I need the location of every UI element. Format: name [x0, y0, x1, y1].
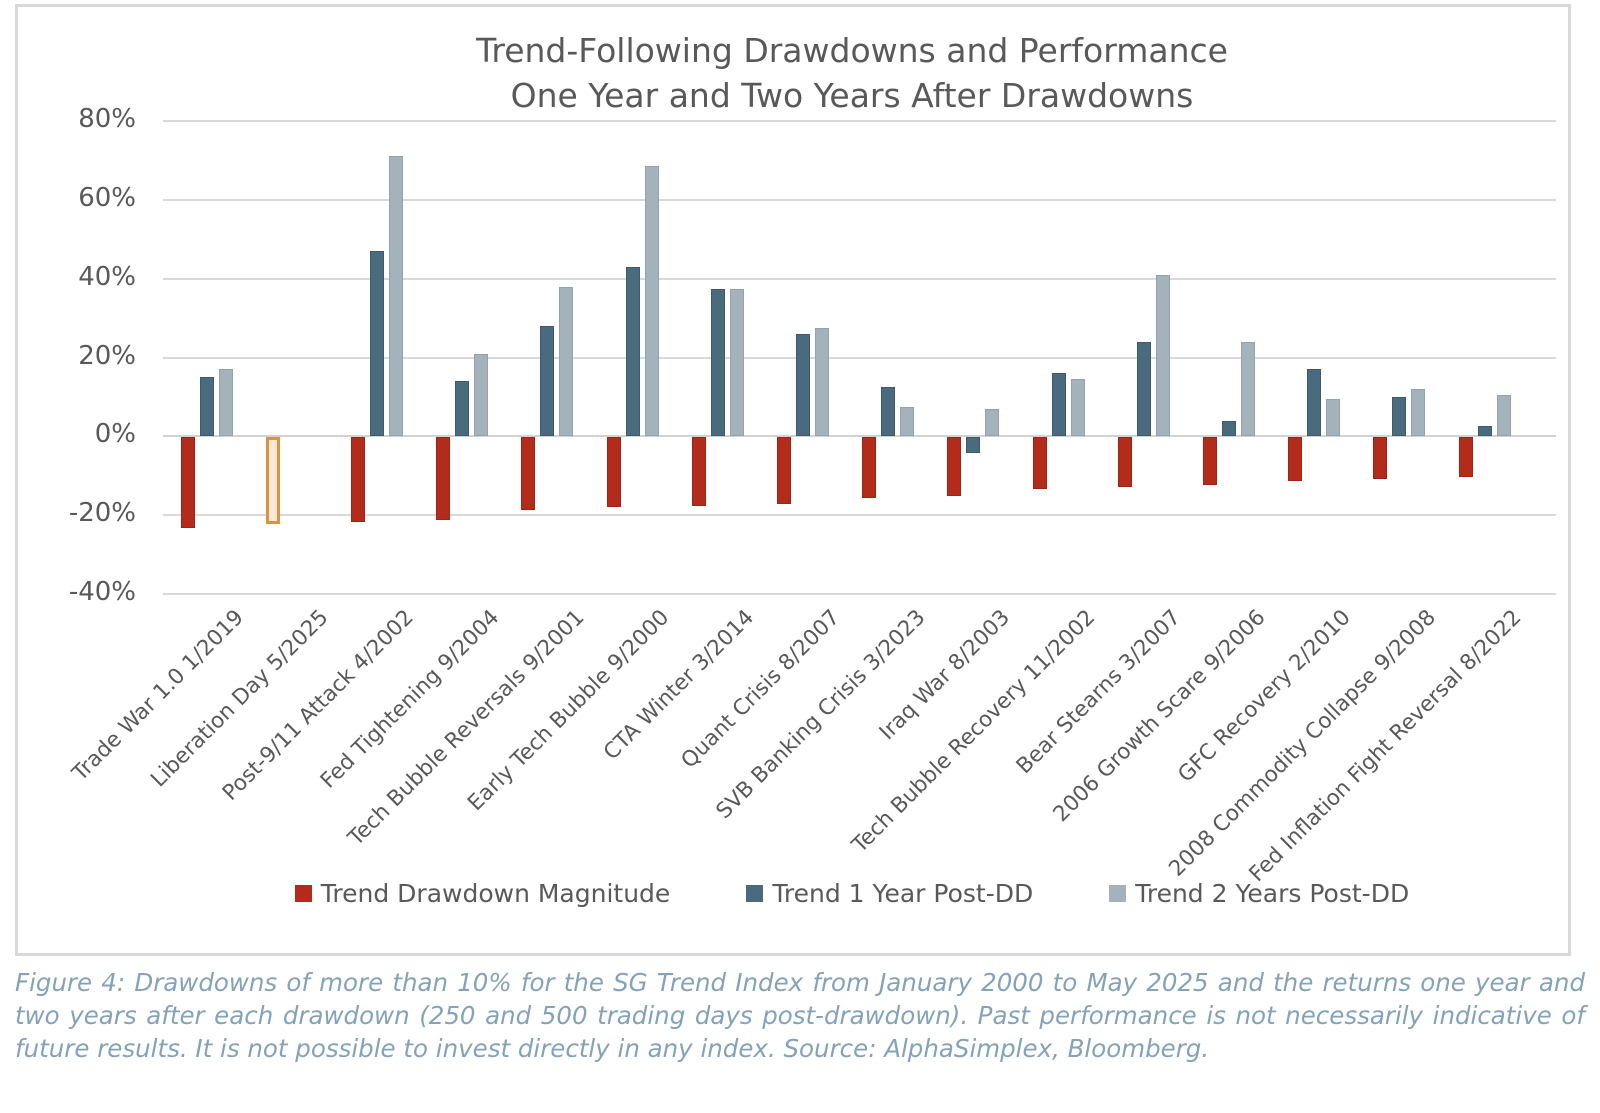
bar-drawdown: [1117, 437, 1132, 487]
legend-label-two_years: Trend 2 Years Post-DD: [1135, 879, 1410, 908]
bar-one-year: [455, 381, 470, 437]
legend: Trend Drawdown Magnitude Trend 1 Year Pos…: [148, 879, 1556, 908]
chart: Trend-Following Drawdowns and Performanc…: [15, 4, 1571, 956]
bar-drawdown: [691, 437, 706, 507]
bar-one-year: [966, 437, 981, 454]
plot-area: [148, 120, 1556, 595]
bar-one-year: [796, 333, 810, 437]
chart-title: Trend-Following Drawdowns and Performanc…: [148, 29, 1556, 118]
bar-two-years: [815, 327, 829, 437]
legend-swatch-two_years: [1109, 885, 1127, 902]
bar-two-years: [900, 406, 915, 437]
legend-item-drawdown: Trend Drawdown Magnitude: [294, 879, 671, 908]
bar-drawdown: [180, 437, 195, 528]
legend-swatch-one_year: [746, 885, 764, 902]
bar-two-years: [1155, 274, 1170, 437]
bar-one-year: [1222, 420, 1236, 437]
gridline: [163, 356, 1556, 359]
bar-one-year: [1136, 341, 1151, 437]
bar-drawdown: [351, 437, 365, 523]
bar-drawdown: [777, 437, 791, 505]
bar-one-year: [1051, 373, 1066, 437]
figure-caption: Figure 4: Drawdowns of more than 10% for…: [15, 968, 1585, 1064]
bar-drawdown: [1032, 437, 1047, 489]
bar-one-year: [540, 325, 555, 437]
bar-two-years: [644, 166, 659, 437]
gridline: [163, 198, 1556, 201]
y-axis-label: 80%: [78, 104, 136, 134]
chart-title-line2: One Year and Two Years After Drawdowns: [510, 75, 1194, 115]
legend-item-two_years: Trend 2 Years Post-DD: [1109, 879, 1409, 908]
bar-one-year: [881, 387, 896, 437]
gridline: [163, 593, 1556, 595]
bar-one-year: [199, 377, 214, 437]
bar-drawdown: [521, 437, 536, 511]
bar-one-year: [1477, 426, 1492, 437]
zero-gridline: [163, 435, 1556, 438]
y-axis: 80% 60% 40% 20% 0% -20% -40%: [18, 104, 146, 607]
bar-two-years: [1326, 398, 1341, 437]
x-axis-label: Bear Stearns 3/2007: [1011, 605, 1186, 780]
bar-two-years: [559, 286, 574, 437]
bar-drawdown: [1458, 437, 1473, 477]
legend-swatch-drawdown: [294, 885, 312, 902]
bar-two-years: [1411, 389, 1426, 437]
gridline: [163, 277, 1556, 280]
bar-drawdown: [1288, 437, 1303, 481]
legend-item-one_year: Trend 1 Year Post-DD: [746, 879, 1033, 908]
bar-two-years: [218, 369, 233, 437]
bar-drawdown: [1373, 437, 1388, 479]
x-axis-label: Quant Crisis 8/2007: [676, 605, 845, 774]
x-axis-label: CTA Winter 3/2014: [599, 605, 760, 766]
bar-one-year: [625, 266, 640, 437]
y-axis-label: 60%: [78, 182, 136, 213]
bar-one-year: [1307, 369, 1322, 437]
y-axis-label: -20%: [68, 498, 136, 529]
y-axis-label: -40%: [68, 577, 136, 607]
y-axis-label: 40%: [78, 261, 136, 292]
bar-two-years: [985, 408, 1000, 437]
bar-drawdown: [606, 437, 621, 508]
x-axis-label: GFC Recovery 2/2010: [1173, 605, 1356, 788]
chart-title-line1: Trend-Following Drawdowns and Performanc…: [476, 31, 1228, 70]
bar-two-years: [1241, 341, 1255, 437]
gridline: [163, 120, 1556, 122]
bar-drawdown-outlined: [265, 437, 280, 525]
bar-one-year: [370, 251, 384, 437]
gridline: [163, 514, 1556, 517]
bar-drawdown: [947, 437, 962, 497]
x-axis: Trade War 1.0 1/2019 Liberation Day 5/202…: [67, 605, 1556, 887]
bar-two-years: [474, 353, 489, 437]
bar-drawdown: [862, 437, 877, 499]
bar-two-years: [1070, 379, 1085, 437]
x-axis-label: Trade War 1.0 1/2019: [67, 605, 249, 787]
bar-two-years: [389, 156, 403, 437]
bar-two-years: [1496, 394, 1511, 437]
bar-drawdown: [436, 437, 451, 521]
bar-one-year: [710, 288, 725, 437]
bar-two-years: [729, 288, 744, 437]
y-axis-label: 0%: [94, 419, 136, 450]
legend-label-drawdown: Trend Drawdown Magnitude: [320, 879, 671, 908]
legend-label-one_year: Trend 1 Year Post-DD: [772, 879, 1034, 908]
bar-one-year: [1392, 396, 1407, 437]
y-axis-label: 20%: [78, 340, 136, 371]
bar-drawdown: [1203, 437, 1217, 485]
